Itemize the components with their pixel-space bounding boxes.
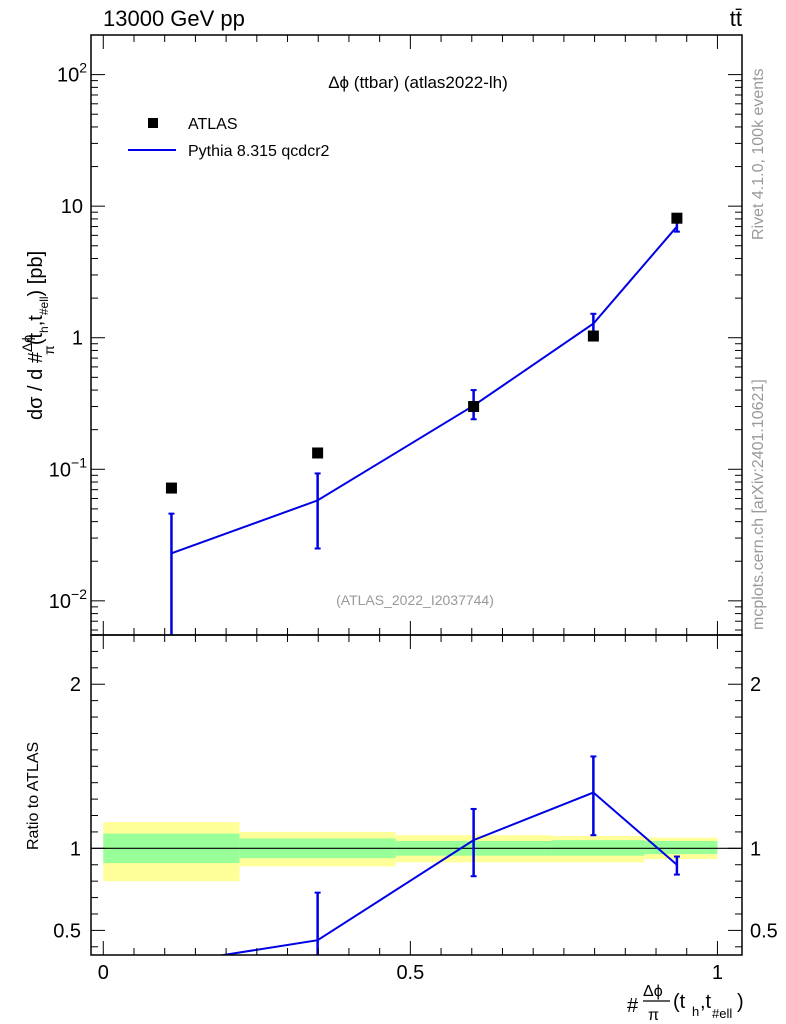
svg-text:Δϕ: Δϕ <box>643 983 663 1000</box>
data-point <box>312 447 324 459</box>
ratio-ytick-label-right: 2 <box>750 674 761 696</box>
mc-line <box>171 225 678 555</box>
data-point <box>165 482 177 494</box>
svg-text:#: # <box>627 995 639 1017</box>
ratio-ylabel: Ratio to ATLAS <box>25 742 42 850</box>
main-ylabel-prefix: dσ / d # <box>25 351 47 420</box>
ratio-xtick-label: 0.5 <box>396 962 424 984</box>
main-ytick-label: 10−1 <box>49 454 87 481</box>
rivet-label: Rivet 4.1.0, 100k events <box>750 68 767 240</box>
watermark: (ATLAS_2022_I2037744) <box>336 592 494 608</box>
mcplots-label: mcplots.cern.ch [arXiv:2401.10621] <box>750 379 767 630</box>
ratio-xtick-label: 0 <box>98 962 109 984</box>
ratio-mc-line <box>217 791 678 955</box>
svg-text:): ) <box>737 991 744 1013</box>
legend-label-atlas: ATLAS <box>188 116 238 133</box>
svg-text:dσ / d #Δϕπ(th,t#ell) [pb]: dσ / d #Δϕ π(th,t#ell) [pb] <box>19 251 57 420</box>
data-point <box>468 401 480 413</box>
legend-label-pythia: Pythia 8.315 qcdcr2 <box>188 143 330 160</box>
ratio-panel: 0.5 0.5 1 1 2 2 0 0.5 1 Ratio to ATLAS # Δϕ π (t… <box>25 634 778 1024</box>
data-point <box>587 330 599 342</box>
ratio-xtick-label: 1 <box>712 962 723 984</box>
ratio-ytick-label-left: 2 <box>70 674 81 696</box>
svg-text:,t: ,t <box>700 991 712 1013</box>
energy-label: 13000 GeV pp <box>103 6 245 31</box>
ratio-ytick-label-left: 1 <box>70 838 81 860</box>
legend-marker-atlas <box>148 118 158 128</box>
svg-text:h: h <box>692 1004 699 1019</box>
data-point <box>671 212 683 224</box>
ratio-band-inner <box>644 840 718 855</box>
svg-text:(t: (t <box>673 991 686 1013</box>
svg-text:π: π <box>648 1007 659 1024</box>
main-ytick-label: 1 <box>72 328 83 350</box>
process-label: tt̄ <box>730 6 742 31</box>
main-panel: 10−2 10−1 1 10 102 Δϕ (ttbar) (atlas2022-lh)… <box>19 34 743 636</box>
svg-text:#ell: #ell <box>712 1006 732 1021</box>
ratio-ytick-label-left: 0.5 <box>53 920 81 942</box>
ratio-ytick-label-right: 1 <box>750 838 761 860</box>
main-title: Δϕ (ttbar) (atlas2022-lh) <box>328 73 508 92</box>
legend: ATLAS Pythia 8.315 qcdcr2 <box>128 116 330 160</box>
main-ylabel: dσ / d #Δϕ π(th,t#ell) [pb] <box>19 251 57 420</box>
ratio-ytick-label-right: 0.5 <box>750 920 778 942</box>
ratio-xlabel: # Δϕ π (t h ,t #ell ) <box>627 983 744 1024</box>
main-ytick-label: 10−2 <box>49 586 87 613</box>
main-ytick-label: 10 <box>61 196 83 218</box>
main-ytick-label: 102 <box>57 60 87 87</box>
ratio-frame <box>90 634 743 956</box>
